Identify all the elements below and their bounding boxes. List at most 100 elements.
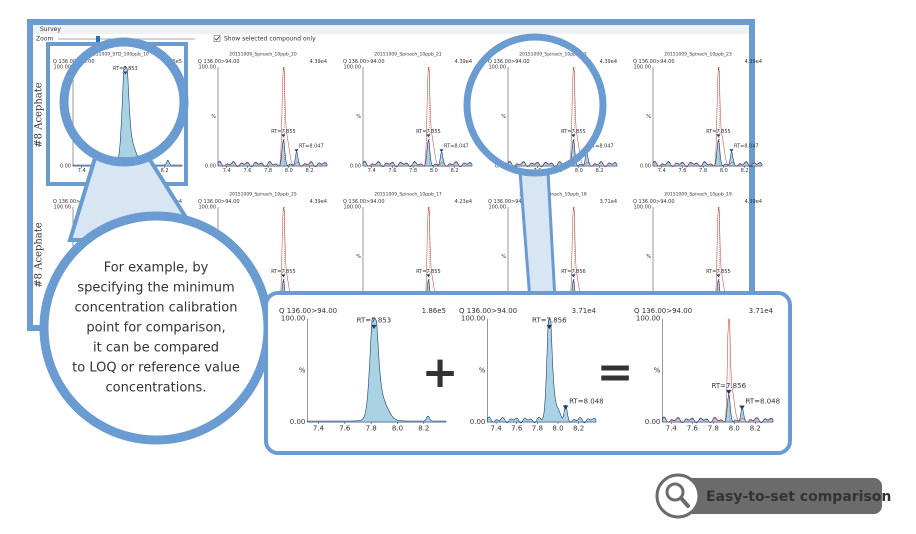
- callout-text: concentration calibration: [75, 301, 238, 316]
- rt-label: RT=7.855: [561, 129, 586, 135]
- intensity: 4.39e4: [745, 199, 762, 205]
- trace-ref: [217, 66, 328, 168]
- peak-marker: [546, 324, 553, 330]
- peak-marker: [371, 324, 377, 330]
- y-label: %: [501, 114, 506, 120]
- x-label: 8.0: [552, 424, 563, 432]
- peak-marker: [281, 134, 286, 138]
- peak-marker: [716, 274, 721, 278]
- x-label: 8.2: [741, 168, 749, 174]
- badge-label: Easy-to-set comparison: [706, 489, 891, 505]
- rt-label: RT=8.048: [746, 397, 781, 405]
- x-label: 7.6: [243, 168, 251, 174]
- y-label: 100.00: [489, 205, 507, 211]
- x-label: 8.2: [161, 168, 169, 174]
- rt-label: RT=7.855: [706, 129, 731, 135]
- y-label: 100.00: [54, 205, 72, 211]
- rt-label: RT=7.856: [711, 382, 746, 390]
- peak-marker: [281, 274, 286, 278]
- peak-marker: [571, 274, 576, 278]
- checkbox-label: Show selected compound only: [224, 36, 316, 43]
- trace-area: [307, 318, 447, 423]
- peak-marker: [562, 405, 569, 410]
- intensity: 3.71e4: [572, 307, 597, 315]
- y-label: 100.00: [489, 65, 507, 71]
- x-label: 8.2: [596, 168, 604, 174]
- badge: [660, 478, 882, 514]
- channel: Q 136.00>94.00: [198, 199, 240, 205]
- y-label: %: [479, 366, 486, 374]
- x-label: 8.2: [451, 168, 459, 174]
- x-label: 8.2: [750, 424, 761, 432]
- y-label: 0.00: [470, 418, 486, 426]
- checkmark: [214, 36, 220, 41]
- intensity: 1.86e5: [422, 307, 446, 315]
- x-label: 8.0: [285, 168, 293, 174]
- y-label: 100.00: [344, 65, 362, 71]
- x-label: 7.8: [708, 424, 719, 432]
- peak-marker: [426, 134, 431, 138]
- zoom-label: Zoom: [36, 36, 53, 43]
- rt-label: RT=8.047: [299, 144, 324, 150]
- operator: =: [597, 347, 634, 398]
- highlight-circle: [59, 37, 189, 167]
- channel: Q 136.00>94.00: [343, 199, 385, 205]
- x-label: 7.6: [388, 168, 396, 174]
- panel-title: 20151009_Spinach_10ppb_23: [664, 52, 732, 58]
- y-label: 100.00: [199, 205, 217, 211]
- peak-marker: [426, 274, 431, 278]
- y-label: 0.00: [640, 164, 651, 170]
- channel: Q 136.00>94.00: [53, 199, 95, 205]
- peak-marker: [294, 149, 299, 153]
- intensity: 4.39e4: [455, 59, 472, 65]
- x-label: 7.8: [264, 168, 272, 174]
- y-label: 100.00: [636, 315, 661, 323]
- comparison-box: [264, 291, 792, 455]
- y-label: 100.00: [634, 205, 652, 211]
- x-label: 7.4: [491, 424, 503, 432]
- x-label: 7.6: [511, 424, 523, 432]
- rt-label: RT=8.047: [589, 144, 614, 150]
- rt-label: RT=8.047: [734, 144, 759, 150]
- zoom-thumb[interactable]: [96, 36, 100, 42]
- rt-label: RT=7.853: [357, 317, 392, 325]
- intensity: 4.39e4: [745, 59, 762, 65]
- x-label: 8.0: [392, 424, 403, 432]
- y-label: %: [356, 254, 361, 260]
- y-label: 0.00: [205, 164, 216, 170]
- rt-label: RT=7.856: [532, 317, 567, 325]
- chromatogram: Q 136.00>94.00 3.71e4 100.00% 0.00 7.4 7.6 7.8…: [459, 307, 604, 432]
- x-label: 8.0: [729, 424, 740, 432]
- highlight-circle: [463, 33, 607, 177]
- x-label: 7.8: [699, 168, 707, 174]
- y-label: 0.00: [60, 164, 71, 170]
- x-label: 8.0: [720, 168, 728, 174]
- badge-icon: [665, 482, 685, 502]
- channel: Q 136.00>94.00: [198, 59, 240, 65]
- peak-marker: [729, 149, 734, 153]
- intensity: 4.39e4: [310, 59, 327, 65]
- y-label: %: [211, 114, 216, 120]
- peak-marker: [739, 405, 745, 410]
- rt-label: RT=7.855: [706, 269, 731, 275]
- checkbox[interactable]: [213, 35, 221, 42]
- channel: Q 136.00>94.00: [634, 307, 692, 315]
- y-label: 100.00: [461, 315, 486, 323]
- channel: Q 136.00>94.00: [488, 199, 530, 205]
- panel-title: 20151009_Spinach_10ppb_22: [519, 52, 587, 58]
- x-label: 7.6: [678, 168, 686, 174]
- y-label: 0.00: [645, 418, 661, 426]
- x-label: 7.4: [78, 168, 86, 174]
- y-label: 0.00: [290, 418, 306, 426]
- intensity: 4.39e4: [600, 59, 617, 65]
- y-label: 100.00: [281, 315, 306, 323]
- y-label: %: [299, 366, 306, 374]
- y-label: %: [501, 254, 506, 260]
- intensity: 3.71e4: [749, 307, 774, 315]
- chromatogram: 20151009_Spinach_10ppb_21Q 136.00>94.00 4…: [343, 52, 473, 174]
- x-label: 8.0: [430, 168, 438, 174]
- chromatogram: Q 136.00>94.00 3.71e4 100.00% 0.00 7.4 7.6 7.8…: [634, 307, 780, 432]
- rt-label: RT=7.855: [416, 129, 441, 135]
- chromatogram: 20151009_Spinach_10ppb_23Q 136.00>94.00 4…: [633, 52, 763, 174]
- panel-title: 20151009_Spinach_10ppb_17: [374, 192, 442, 198]
